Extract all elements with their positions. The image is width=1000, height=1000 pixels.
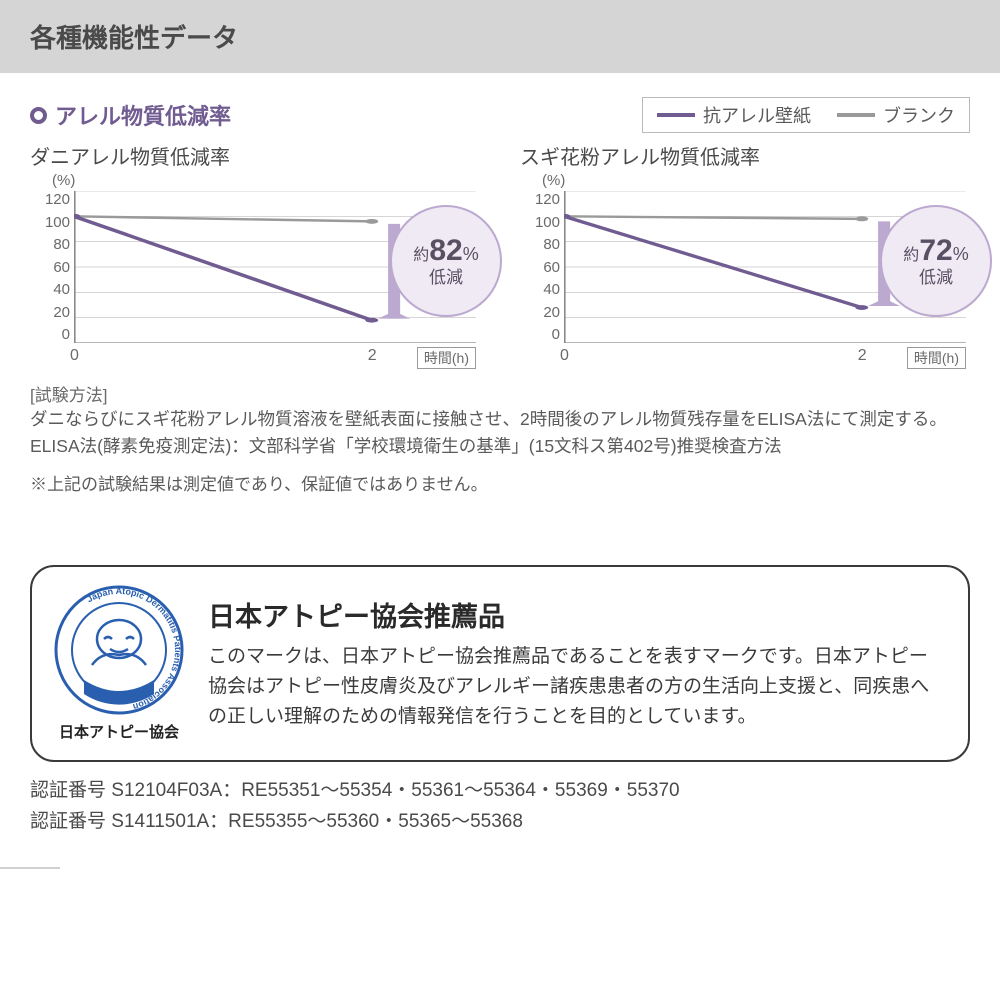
cert-logo-circle: Japan Atopic Dermatitis Patients Associa… bbox=[54, 585, 184, 715]
cert-title: 日本アトピー協会推薦品 bbox=[208, 595, 946, 634]
cert-body: このマークは、日本アトピー協会推薦品であることを表すマークです。日本アトピー協会… bbox=[208, 642, 946, 733]
legend-item: 抗アレル壁紙 bbox=[657, 102, 811, 128]
x-unit: 時間(h) bbox=[907, 347, 966, 369]
cert-number-line: 認証番号 S1411501A：RE55355～55360・55365～55368 bbox=[30, 807, 970, 837]
y-tick: 40 bbox=[30, 281, 70, 298]
cert-text: 日本アトピー協会推薦品 このマークは、日本アトピー協会推薦品であることを表すマー… bbox=[208, 595, 946, 733]
y-tick: 60 bbox=[520, 259, 560, 276]
y-tick: 0 bbox=[30, 326, 70, 343]
header-band: 各種機能性データ bbox=[0, 0, 1000, 73]
page-title: 各種機能性データ bbox=[30, 23, 238, 53]
y-tick: 120 bbox=[520, 191, 560, 208]
cert-logo-name: 日本アトピー協会 bbox=[54, 721, 184, 742]
chart-area: 120100806040200 約82% 低減 02 時間(h) bbox=[30, 191, 480, 371]
legend-item: ブランク bbox=[837, 102, 955, 128]
x-tick: 2 bbox=[368, 347, 377, 365]
bottom-rule bbox=[0, 867, 60, 869]
chart-area: 120100806040200 約72% 低減 02 時間(h) bbox=[520, 191, 970, 371]
x-unit: 時間(h) bbox=[417, 347, 476, 369]
x-tick: 2 bbox=[858, 347, 867, 365]
y-tick: 120 bbox=[30, 191, 70, 208]
charts-row: ダニアレル物質低減率 (%) 120100806040200 約82% 低減 0… bbox=[30, 141, 970, 371]
y-tick: 80 bbox=[30, 236, 70, 253]
content: アレル物質低減率 抗アレル壁紙 ブランク ダニアレル物質低減率 (%) 120 10… bbox=[0, 73, 1000, 505]
legend-swatch bbox=[837, 113, 875, 117]
x-tick: 0 bbox=[70, 347, 79, 365]
method-heading: [試験方法] bbox=[30, 381, 970, 406]
reduction-badge: 約72% 低減 bbox=[880, 205, 992, 317]
chart-title: スギ花粉アレル物質低減率 bbox=[520, 141, 970, 170]
y-tick: 100 bbox=[520, 214, 560, 231]
method-body: ダニならびにスギ花粉アレル物質溶液を壁紙表面に接触させ、2時間後のアレル物質残存… bbox=[30, 406, 970, 460]
y-ticks: 120 100 80 60 40 20 0 bbox=[30, 191, 70, 343]
chart: ダニアレル物質低減率 (%) 120100806040200 約82% 低減 0… bbox=[30, 141, 480, 371]
section-title: アレル物質低減率 bbox=[30, 99, 231, 131]
x-axis-row: 02 時間(h) bbox=[564, 347, 966, 371]
cert-number-line: 認証番号 S12104F03A：RE55351～55354・55361～5536… bbox=[30, 776, 970, 806]
y-tick: 40 bbox=[520, 281, 560, 298]
chart: スギ花粉アレル物質低減率 (%) 120100806040200 約72% 低減… bbox=[520, 141, 970, 371]
certification-box: Japan Atopic Dermatitis Patients Associa… bbox=[30, 565, 970, 762]
y-tick: 20 bbox=[520, 304, 560, 321]
reduction-badge: 約82% 低減 bbox=[390, 205, 502, 317]
svg-text:推薦品: 推薦品 bbox=[96, 671, 141, 689]
y-ticks: 120 100 80 60 40 20 0 bbox=[520, 191, 560, 343]
section-title-row: アレル物質低減率 抗アレル壁紙 ブランク bbox=[30, 97, 970, 133]
y-tick: 80 bbox=[520, 236, 560, 253]
cert-numbers: 認証番号 S12104F03A：RE55351～55354・55361～5536… bbox=[30, 776, 970, 837]
method-note: ※上記の試験結果は測定値であり、保証値ではありません。 bbox=[30, 470, 970, 495]
section-title-text: アレル物質低減率 bbox=[55, 99, 231, 131]
y-tick: 60 bbox=[30, 259, 70, 276]
chart-title: ダニアレル物質低減率 bbox=[30, 141, 480, 170]
y-tick: 100 bbox=[30, 214, 70, 231]
bullet-icon bbox=[30, 107, 47, 124]
y-unit: (%) bbox=[52, 172, 480, 189]
logo-svg: Japan Atopic Dermatitis Patients Associa… bbox=[54, 585, 184, 715]
legend-label: 抗アレル壁紙 bbox=[703, 102, 811, 128]
legend-label: ブランク bbox=[883, 102, 955, 128]
legend-swatch bbox=[657, 113, 695, 117]
y-unit: (%) bbox=[542, 172, 970, 189]
x-tick: 0 bbox=[560, 347, 569, 365]
cert-logo: Japan Atopic Dermatitis Patients Associa… bbox=[54, 585, 184, 742]
y-tick: 0 bbox=[520, 326, 560, 343]
legend: 抗アレル壁紙 ブランク bbox=[642, 97, 970, 133]
y-tick: 20 bbox=[30, 304, 70, 321]
method-line: ELISA法(酵素免疫測定法)：文部科学省「学校環境衛生の基準」(15文科ス第4… bbox=[30, 433, 970, 460]
method-line: ダニならびにスギ花粉アレル物質溶液を壁紙表面に接触させ、2時間後のアレル物質残存… bbox=[30, 406, 970, 433]
x-axis-row: 02 時間(h) bbox=[74, 347, 476, 371]
